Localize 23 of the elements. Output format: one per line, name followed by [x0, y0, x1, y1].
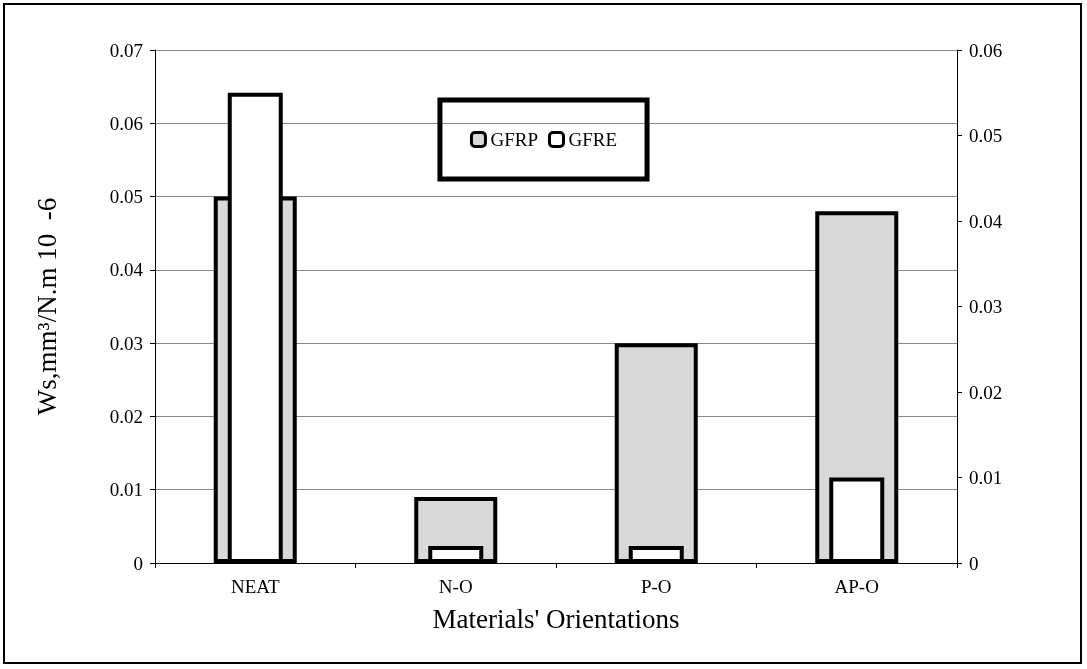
y2-tick-label: 0 [969, 552, 979, 574]
y-tick-label: 0.06 [109, 112, 143, 134]
y-tick-label: 0.03 [109, 332, 143, 354]
y2-tick-label: 0.05 [969, 125, 1003, 146]
y2-tick-label: 0.03 [969, 296, 1003, 317]
y-tick-label: 0.02 [109, 405, 143, 427]
legend-label: GFRP [490, 129, 538, 150]
y-axis-title: Ws,mm³/N.m 10 -6 [31, 197, 62, 416]
y2-tick-label: 0.01 [969, 467, 1003, 488]
y2-tick-label: 0.02 [969, 381, 1003, 403]
y2-tick-label: 0.06 [969, 39, 1003, 61]
x-tick-label: P-O [640, 576, 672, 597]
y2-tick-label: 0.04 [969, 210, 1003, 232]
y-tick-label: 0 [133, 552, 143, 574]
y-tick-label: 0.01 [109, 479, 143, 501]
y-tick-label: 0.05 [109, 186, 143, 208]
y-tick-label: 0.04 [109, 259, 144, 281]
y-tick-label: 0.07 [109, 39, 143, 61]
legend-label: GFRE [568, 129, 618, 150]
x-tick-label: N-O [438, 576, 473, 597]
x-axis-title: Materials' Orientations [432, 603, 680, 634]
x-tick-label: NEAT [230, 576, 280, 597]
x-tick-label: AP-O [834, 576, 879, 597]
